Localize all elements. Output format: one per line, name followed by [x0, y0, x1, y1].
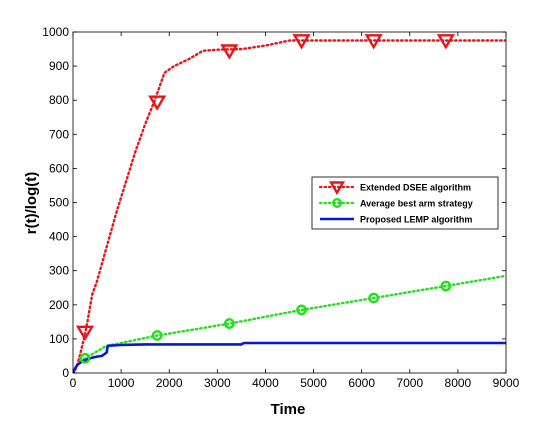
series-1-marker [75, 325, 95, 342]
y-tick-label: 400 [49, 230, 69, 244]
series-line-3 [73, 341, 506, 373]
plot-area [73, 34, 506, 373]
x-tick-label: 0 [70, 376, 77, 390]
x-tick-label: 3000 [204, 376, 231, 390]
y-tick-label: 600 [49, 161, 69, 175]
series-1-marker [220, 44, 239, 60]
y-tick-label: 300 [49, 264, 69, 278]
y-tick-label: 0 [62, 366, 69, 380]
x-tick-label: 8000 [445, 376, 472, 390]
series-group [73, 39, 506, 373]
series-2-marker [368, 292, 380, 304]
y-tick-label: 800 [49, 93, 69, 107]
x-tick-label: 4000 [252, 376, 279, 390]
legend-label-3: Proposed LEMP algorithm [360, 215, 472, 225]
y-tick-label: 1000 [42, 25, 69, 39]
series-2-marker [296, 304, 307, 316]
legend-marker-1 [328, 181, 346, 196]
series-1-marker [148, 95, 167, 111]
x-tick-label: 7000 [396, 376, 423, 390]
y-tick-label: 100 [49, 332, 69, 346]
y-tick-label: 700 [49, 127, 69, 141]
x-tick-label: 5000 [300, 376, 327, 390]
legend-label-2: Average best arm strategy [360, 199, 473, 209]
x-axis-title: Time [271, 401, 306, 418]
series-2-marker [151, 330, 163, 341]
x-tick-label: 9000 [493, 376, 520, 390]
y-tick-label: 900 [49, 59, 69, 73]
x-tick-label: 6000 [348, 376, 375, 390]
series-2-marker [440, 280, 452, 292]
y-axis-title: r(t)/log(t) [23, 172, 40, 234]
y-tick-label: 200 [49, 298, 69, 312]
axes: 0 1000 2000 3000 4000 5000 6000 7000 8000 9000 0 10… [42, 25, 519, 390]
series-2-marker [79, 352, 91, 364]
series-2-marker [223, 318, 235, 329]
series-1-marker [364, 34, 383, 50]
legend-label-1: Extended DSEE algorithm [360, 183, 471, 193]
series-1-marker [436, 34, 455, 50]
series-1-marker [292, 34, 311, 50]
x-tick-label: 2000 [156, 376, 183, 390]
legend-marker-2 [332, 197, 343, 208]
y-tick-label: 500 [49, 196, 69, 210]
series-line-1 [73, 39, 506, 373]
x-tick-label: 1000 [108, 376, 135, 390]
legend: Extended DSEE algorithm Average best arm … [311, 176, 499, 230]
